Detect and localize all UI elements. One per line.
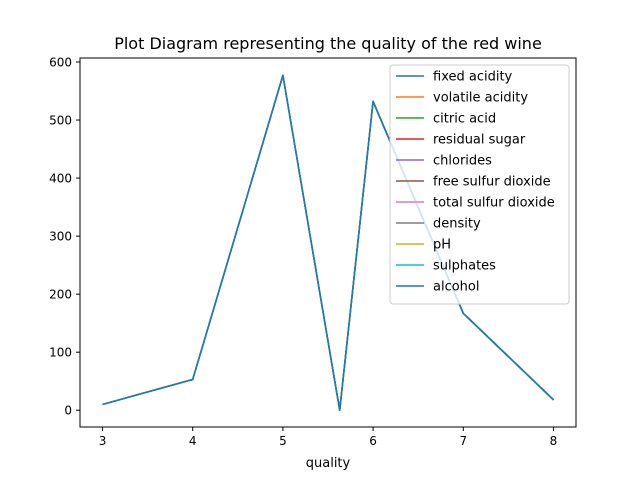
plot-lines: [102, 74, 554, 411]
legend-label: density: [433, 217, 481, 232]
x-tick-label: 6: [369, 434, 377, 448]
x-tick-label: 4: [189, 434, 197, 448]
legend-label: pH: [433, 238, 451, 253]
y-tick-label: 300: [49, 230, 72, 244]
y-tick-label: 200: [49, 288, 72, 302]
y-tick-label: 400: [49, 172, 72, 186]
legend-label: residual sugar: [433, 133, 526, 148]
legend-label: sulphates: [433, 259, 496, 274]
x-tick-label: 3: [99, 434, 107, 448]
legend-label: chlorides: [433, 154, 492, 169]
legend-box: [389, 64, 570, 305]
y-axis-ticks: 0 100 200 300 400 500 600: [49, 56, 80, 418]
legend: fixed acidity volatile acidity citric acid…: [389, 64, 570, 305]
legend-label: total sulfur dioxide: [433, 196, 555, 211]
y-tick-label: 100: [49, 346, 72, 360]
legend-label: citric acid: [433, 112, 496, 127]
legend-label: alcohol: [433, 280, 479, 295]
x-tick-label: 7: [459, 434, 467, 448]
x-tick-label: 8: [550, 434, 558, 448]
legend-label: free sulfur dioxide: [433, 175, 551, 190]
x-axis-label: quality: [306, 456, 351, 471]
legend-label: volatile acidity: [433, 91, 528, 106]
series-line: [102, 74, 554, 411]
legend-label: fixed acidity: [433, 70, 513, 85]
x-tick-label: 5: [279, 434, 287, 448]
x-axis-ticks: 3 4 5 6 7 8: [99, 427, 558, 448]
plot-frame: [79, 57, 577, 428]
y-tick-label: 500: [49, 114, 72, 128]
chart-title: Plot Diagram representing the quality of…: [114, 34, 542, 53]
y-tick-label: 600: [49, 56, 72, 70]
y-tick-label: 0: [64, 404, 72, 418]
